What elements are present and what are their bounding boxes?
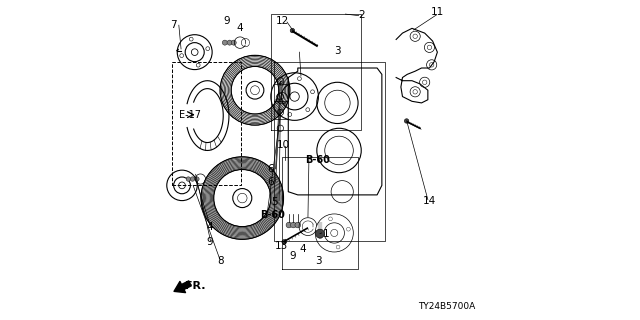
Text: 11: 11 (431, 7, 444, 18)
Text: 14: 14 (423, 196, 436, 206)
Circle shape (186, 177, 191, 181)
Text: 1: 1 (323, 229, 330, 239)
Circle shape (291, 222, 296, 228)
Text: 3: 3 (334, 46, 340, 56)
Circle shape (295, 222, 301, 228)
Text: 9: 9 (223, 16, 230, 26)
Text: 4: 4 (207, 222, 213, 232)
Circle shape (404, 119, 409, 123)
Text: 3: 3 (315, 256, 322, 266)
Circle shape (282, 240, 286, 244)
Text: 8: 8 (217, 256, 223, 266)
Text: 2: 2 (358, 10, 365, 20)
Text: 9: 9 (207, 236, 213, 246)
Text: 5: 5 (271, 197, 277, 207)
Text: 4: 4 (300, 244, 307, 254)
Text: 10: 10 (277, 140, 290, 150)
Circle shape (316, 229, 324, 238)
Text: B-60: B-60 (260, 210, 285, 220)
FancyArrowPatch shape (174, 281, 191, 292)
Text: FR.: FR. (185, 281, 205, 291)
Text: 6: 6 (267, 164, 273, 174)
Bar (173, 62, 241, 185)
Text: 6: 6 (267, 177, 273, 187)
Circle shape (286, 222, 292, 228)
Text: 7: 7 (170, 20, 177, 30)
Text: 13: 13 (275, 241, 287, 251)
Circle shape (222, 40, 227, 45)
Text: 12: 12 (276, 16, 289, 26)
Circle shape (195, 177, 199, 181)
Text: B-60: B-60 (305, 155, 330, 165)
Text: TY24B5700A: TY24B5700A (418, 302, 476, 311)
Text: E-17: E-17 (179, 110, 201, 120)
Text: 4: 4 (237, 23, 243, 33)
Circle shape (231, 40, 236, 45)
Circle shape (227, 40, 232, 45)
Circle shape (190, 177, 195, 181)
Circle shape (290, 28, 294, 33)
Text: 9: 9 (290, 251, 296, 261)
